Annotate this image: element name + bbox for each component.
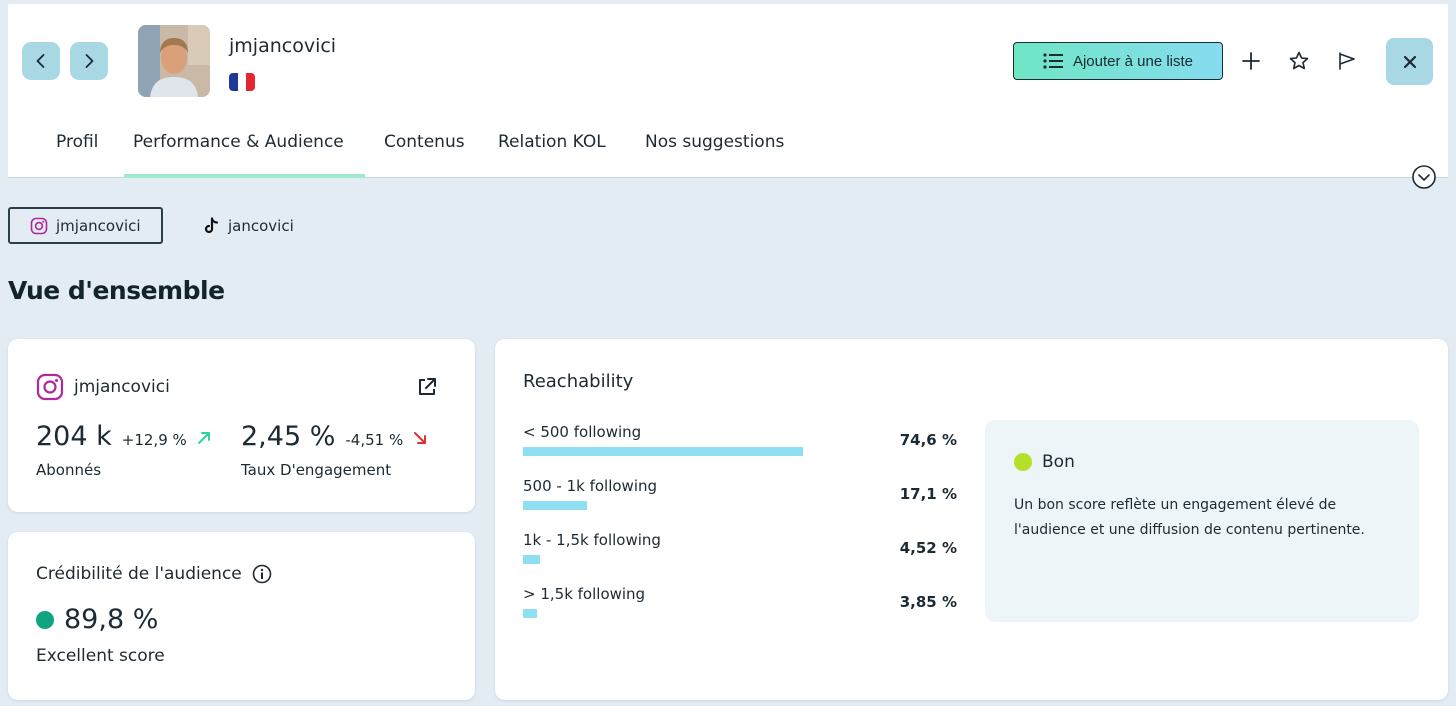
- credibility-value-row: 89,8 %: [36, 604, 158, 635]
- reach-percent: 3,85 %: [899, 593, 957, 611]
- avatar: [138, 25, 210, 97]
- status-dot: [36, 610, 54, 629]
- reach-percent: 4,52 %: [899, 539, 957, 557]
- star-icon: [1289, 51, 1309, 70]
- credibility-label: Excellent score: [36, 646, 165, 666]
- instagram-icon: [30, 217, 48, 234]
- previous-profile-button[interactable]: [22, 42, 60, 80]
- reach-row: 500 - 1k following 17,1 %: [523, 477, 963, 517]
- reach-label: 500 - 1k following: [523, 477, 658, 495]
- reach-percent: 17,1 %: [899, 485, 957, 503]
- chevron-down-circle-icon[interactable]: [1411, 164, 1437, 190]
- instagram-icon: [36, 373, 64, 401]
- chevron-left-icon: [36, 54, 45, 68]
- add-to-list-label: Ajouter à une liste: [1072, 52, 1194, 70]
- score-label: Bon: [1042, 452, 1075, 472]
- account-tab-instagram[interactable]: jmjancovici: [8, 207, 163, 244]
- credibility-value: 89,8 %: [64, 604, 159, 635]
- report-button[interactable]: [1334, 48, 1360, 74]
- reach-row: 1k - 1,5k following 4,52 %: [523, 531, 963, 571]
- info-icon[interactable]: [252, 564, 272, 584]
- close-icon: [1403, 55, 1416, 68]
- tab-performance-audience[interactable]: Performance & Audience: [124, 122, 365, 178]
- account-tab-tiktok[interactable]: jancovici: [202, 207, 294, 244]
- followers-stat: 204 k +12,9 %: [36, 421, 211, 452]
- tiktok-icon: [204, 216, 219, 233]
- reach-bar: [523, 555, 540, 564]
- score-description: Un bon score reflète un engagement élevé…: [1014, 497, 1365, 538]
- profile-header: jmjancovici Ajouter à une liste Profil P…: [8, 4, 1448, 178]
- tab-relation-kol[interactable]: Relation KOL: [498, 132, 606, 152]
- stats-account: jmjancovici: [36, 373, 170, 401]
- close-button[interactable]: [1386, 38, 1433, 85]
- tab-nos-suggestions[interactable]: Nos suggestions: [645, 132, 785, 152]
- arrow-down-right-icon: [414, 432, 427, 444]
- add-button[interactable]: [1238, 48, 1264, 74]
- followers-label: Abonnés: [36, 461, 102, 479]
- credibility-title-row: Crédibilité de l'audience: [36, 564, 272, 584]
- section-title: Vue d'ensemble: [8, 276, 225, 305]
- plus-icon: [1242, 52, 1260, 70]
- status-dot: [1014, 453, 1032, 471]
- flag-icon: [1339, 52, 1355, 70]
- engagement-value: 2,45 %: [241, 421, 336, 452]
- reach-bar: [523, 501, 588, 510]
- external-link-icon[interactable]: [416, 376, 438, 398]
- list-icon: [1043, 53, 1063, 69]
- add-to-list-button[interactable]: Ajouter à une liste: [1013, 42, 1223, 80]
- france-flag-icon: [229, 73, 255, 91]
- favorite-button[interactable]: [1286, 48, 1312, 74]
- tab-profil[interactable]: Profil: [56, 132, 99, 152]
- credibility-title: Crédibilité de l'audience: [36, 564, 242, 584]
- followers-value: 204 k: [36, 421, 112, 452]
- chevron-right-icon: [85, 54, 94, 68]
- followers-delta: +12,9 %: [121, 431, 187, 449]
- tab-contenus[interactable]: Contenus: [384, 132, 465, 152]
- reach-bar: [523, 447, 803, 456]
- arrow-up-right-icon: [197, 432, 210, 444]
- stats-card: jmjancovici 204 k +12,9 % Abonnés 2,45 %…: [8, 339, 475, 512]
- stats-handle: jmjancovici: [74, 377, 170, 397]
- reach-bar: [523, 609, 538, 618]
- account-handle: jancovici: [228, 216, 294, 235]
- reachability-title: Reachability: [523, 371, 634, 392]
- engagement-label: Taux D'engagement: [241, 461, 392, 479]
- reach-label: < 500 following: [523, 423, 642, 441]
- score-head: Bon: [1014, 452, 1075, 472]
- reach-label: > 1,5k following: [523, 585, 646, 603]
- reach-row: < 500 following 74,6 %: [523, 423, 963, 463]
- credibility-card: Crédibilité de l'audience 89,8 % Excelle…: [8, 532, 475, 700]
- profile-name: jmjancovici: [229, 35, 337, 57]
- reach-percent: 74,6 %: [899, 431, 957, 449]
- engagement-delta: -4,51 %: [345, 431, 404, 449]
- reachability-card: Reachability < 500 following 74,6 % 500 - …: [495, 339, 1448, 700]
- score-box: Bon Un bon score reflète un engagement é…: [985, 420, 1419, 622]
- engagement-stat: 2,45 % -4,51 %: [241, 421, 427, 452]
- account-handle: jmjancovici: [56, 216, 141, 235]
- reach-row: > 1,5k following 3,85 %: [523, 585, 963, 625]
- next-profile-button[interactable]: [70, 42, 108, 80]
- reach-label: 1k - 1,5k following: [523, 531, 661, 549]
